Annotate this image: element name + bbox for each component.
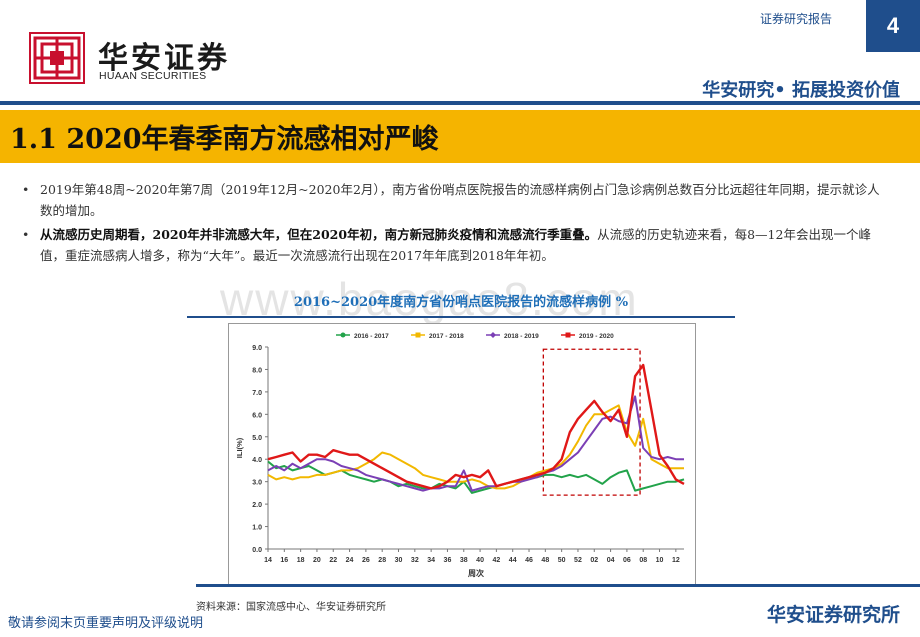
chart-x-tick-label: 16 xyxy=(280,557,288,564)
bullet-text: 2019年第48周~2020年第7周（2019年12月~2020年2月），南方省… xyxy=(40,182,880,218)
report-type-label: 证券研究报告 xyxy=(760,12,833,26)
chart-y-tick-label: 4.0 xyxy=(252,457,262,464)
chart-x-tick-label: 26 xyxy=(362,557,370,564)
logo-chinese-name: 华安证券 xyxy=(98,41,230,76)
logo-mark xyxy=(29,32,85,84)
bullet-marker: • xyxy=(22,182,30,197)
bullet-item-1: • 2019年第48周~2020年第7周（2019年12月~2020年2月），南… xyxy=(22,179,890,221)
chart-x-tick-label: 04 xyxy=(607,557,615,564)
chart-y-tick-label: 9.0 xyxy=(252,345,262,352)
ili-line-chart: 0.0 1.0 2.0 3.0 4.0 5.0 6.0 7.0 8.0 9.0 14 16 18 20 22… xyxy=(235,332,685,578)
logo-english-name: HUAAN SECURITIES xyxy=(99,70,207,82)
chart-x-tick-label: 36 xyxy=(444,557,452,564)
legend-swatch-marker xyxy=(340,332,346,338)
chart-x-tick-label: 44 xyxy=(509,557,517,564)
bullet-strong-text: 从流感历史周期看，2020年并非流感大年，但在2020年初，南方新冠肺炎疫情和流… xyxy=(40,227,598,242)
chart-y-tick-label: 1.0 xyxy=(252,525,262,532)
chart-x-tick-label: 30 xyxy=(395,557,403,564)
chart-x-tick-label: 48 xyxy=(541,557,549,564)
chart-y-tick-label: 7.0 xyxy=(252,390,262,397)
chart-y-tick-label: 8.0 xyxy=(252,367,262,374)
legend-label: 2017 - 2018 xyxy=(429,333,464,340)
chart-title: 2016~2020年度南方省份哨点医院报告的流感样病例 % xyxy=(293,295,629,310)
chart-x-tick-label: 10 xyxy=(656,557,664,564)
chart-source: 资料来源：国家流感中心、华安证券研究所 xyxy=(196,602,386,613)
section-title: 1.1 2020年春季南方流感相对严峻 xyxy=(10,124,439,155)
chart-x-axis-label: 周次 xyxy=(468,568,484,578)
chart-y-tick-label: 3.0 xyxy=(252,480,262,487)
chart-y-tick-label: 5.0 xyxy=(252,435,262,442)
chart-x-tick-label: 52 xyxy=(574,557,582,564)
legend-swatch-marker xyxy=(415,332,421,338)
chart-x-tick-label: 24 xyxy=(346,557,354,564)
chart-x-tick-label: 32 xyxy=(411,557,419,564)
legend-swatch-marker xyxy=(490,332,496,338)
chart-series-line-4 xyxy=(267,363,685,490)
chart-y-tick-label: 6.0 xyxy=(252,412,262,419)
bullet-item-2: • 从流感历史周期看，2020年并非流感大年，但在2020年初，南方新冠肺炎疫情… xyxy=(22,224,890,266)
section-title-bar xyxy=(0,110,920,163)
chart-x-tick-label: 34 xyxy=(427,557,435,564)
footer-divider xyxy=(196,584,920,587)
legend-swatch-marker xyxy=(565,332,571,338)
chart-x-tick-label: 22 xyxy=(329,557,337,564)
chart-x-tick-label: 50 xyxy=(558,557,566,564)
chart-series-line-3 xyxy=(267,395,684,492)
header-divider xyxy=(0,101,920,105)
chart-series-line-2 xyxy=(267,404,684,490)
chart-x-tick-label: 20 xyxy=(313,557,321,564)
legend-label: 2019 - 2020 xyxy=(579,333,614,340)
disclaimer-link[interactable]: 敬请参阅末页重要声明及评级说明 xyxy=(8,616,204,631)
header-slogan: 华安研究• 拓展投资价值 xyxy=(702,80,900,101)
chart-x-tick-label: 12 xyxy=(672,557,680,564)
chart-x-tick-label: 46 xyxy=(525,557,533,564)
chart-y-axis-label: ILI(%) xyxy=(235,437,244,458)
chart-x-tick-label: 14 xyxy=(264,557,272,564)
chart-x-tick-label: 42 xyxy=(492,557,500,564)
chart-x-tick-label: 28 xyxy=(378,557,386,564)
chart-x-tick-label: 08 xyxy=(639,557,647,564)
bullet-text: 从流感的历史轨迹来看，每8—12年会出现一个峰值，重症流感病人增多，称为“大年”… xyxy=(40,227,871,263)
chart-x-tick-label: 02 xyxy=(590,557,598,564)
chart-x-tick-label: 38 xyxy=(460,557,468,564)
chart-frame xyxy=(228,323,696,587)
footer-brand: 华安证券研究所 xyxy=(766,604,900,626)
page-number: 4 xyxy=(866,0,920,52)
legend-label: 2016 - 2017 xyxy=(354,333,389,340)
chart-x-tick-label: 06 xyxy=(623,557,631,564)
chart-x-tick-label: 18 xyxy=(297,557,305,564)
bullet-marker: • xyxy=(22,227,30,242)
chart-title-divider xyxy=(187,316,735,318)
chart-y-tick-label: 0.0 xyxy=(252,547,262,554)
legend-label: 2018 - 2019 xyxy=(504,333,539,340)
chart-y-tick-label: 2.0 xyxy=(252,502,262,509)
chart-x-tick-label: 40 xyxy=(476,557,484,564)
